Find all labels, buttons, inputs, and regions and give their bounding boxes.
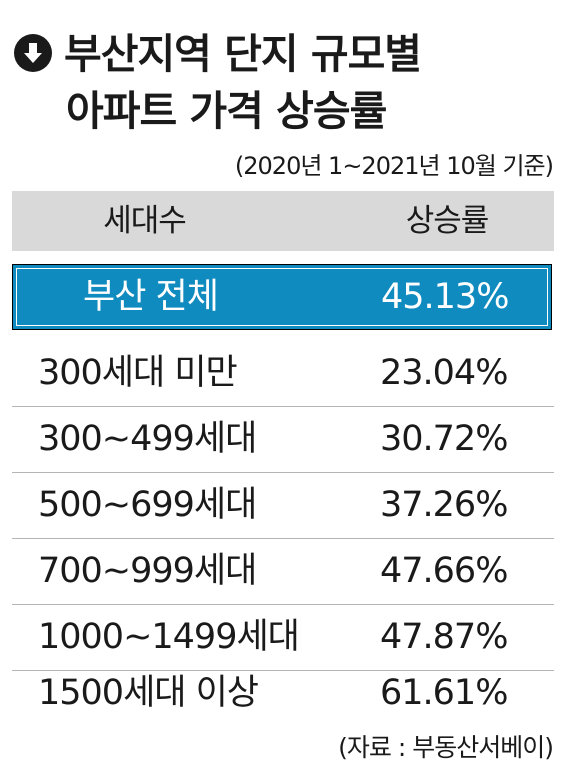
column-header-households: 세대수: [103, 203, 187, 239]
table-row: 300세대 미만 23.04%: [12, 340, 554, 407]
chart-title: 부산지역 단지 규모별 아파트 가격 상승률: [14, 26, 554, 140]
table-header: 세대수 상승률: [12, 191, 554, 251]
title-line-1: 부산지역 단지 규모별: [14, 26, 554, 83]
row-value: 37.26%: [380, 485, 508, 525]
row-value: 47.87%: [380, 617, 508, 657]
table-row: 1000~1499세대 47.87%: [12, 604, 554, 671]
row-value: 61.61%: [380, 673, 508, 713]
row-value: 30.72%: [380, 419, 508, 459]
row-label: 500~699세대: [38, 485, 257, 525]
table-row: 500~699세대 37.26%: [12, 472, 554, 539]
highlight-label: 부산 전체: [83, 277, 219, 317]
row-label: 700~999세대: [38, 551, 257, 591]
title-line-2: 아파트 가격 상승률: [66, 87, 387, 135]
row-value: 47.66%: [380, 551, 508, 591]
title-text-1: 부산지역 단지 규모별: [64, 30, 422, 78]
highlight-row-busan-total: 부산 전체 45.13%: [12, 264, 552, 330]
highlight-inner-border: [16, 268, 548, 326]
table-row: 700~999세대 47.66%: [12, 538, 554, 605]
row-value: 23.04%: [380, 353, 508, 393]
subtitle: (2020년 1~2021년 10월 기준): [234, 152, 554, 180]
source-note: (자료 : 부동산서베이): [338, 733, 554, 762]
down-arrow-circle-icon: [14, 34, 52, 72]
column-header-rate: 상승률: [405, 203, 490, 239]
highlight-value: 45.13%: [381, 277, 509, 317]
table-row: 1500세대 이상 61.61%: [12, 660, 554, 726]
row-label: 1500세대 이상: [38, 673, 259, 713]
row-label: 300세대 미만: [38, 353, 238, 393]
table-row: 300~499세대 30.72%: [12, 406, 554, 473]
row-label: 1000~1499세대: [38, 617, 300, 657]
row-label: 300~499세대: [38, 419, 257, 459]
